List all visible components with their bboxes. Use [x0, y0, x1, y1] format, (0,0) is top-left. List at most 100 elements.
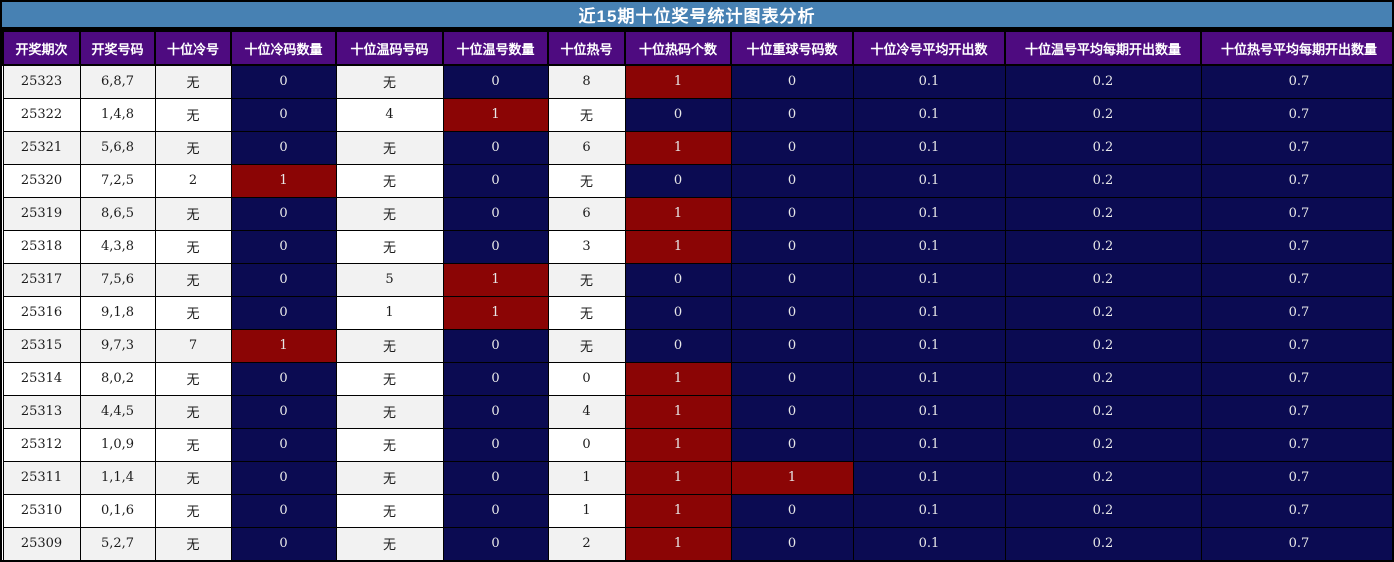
cell-hot-avg: 0.7: [1200, 460, 1392, 495]
cell-warm-count: 0: [442, 460, 549, 495]
cell-warm-number: 1: [335, 295, 444, 330]
cell-period: 25314: [2, 361, 81, 396]
table-row: 25318 4,3,8 无 0 无 0 3 1 0 0.1 0.2 0.7: [2, 229, 1392, 264]
cell-hot-number: 0: [547, 427, 626, 462]
cell-cold-count: 0: [230, 394, 337, 429]
cell-repeat-count: 0: [730, 229, 854, 264]
cell-hot-count: 0: [624, 328, 732, 363]
cell-cold-count: 0: [230, 229, 337, 264]
cell-hot-number: 无: [547, 97, 626, 132]
cell-period: 25321: [2, 130, 81, 165]
cell-hot-avg: 0.7: [1200, 361, 1392, 396]
cell-repeat-count: 0: [730, 97, 854, 132]
cell-warm-avg: 0.2: [1004, 196, 1202, 231]
cell-period: 25313: [2, 394, 81, 429]
cell-warm-number: 无: [335, 460, 444, 495]
column-header-cold-avg: 十位冷号平均开出数: [852, 30, 1006, 66]
cell-hot-avg: 0.7: [1200, 493, 1392, 528]
cell-repeat-count: 0: [730, 394, 854, 429]
table-row: 25316 9,1,8 无 0 1 1 无 0 0 0.1 0.2 0.7: [2, 295, 1392, 330]
cell-warm-count: 0: [442, 361, 549, 396]
cell-hot-number: 无: [547, 295, 626, 330]
cell-hot-number: 6: [547, 130, 626, 165]
cell-hot-avg: 0.7: [1200, 394, 1392, 429]
cell-hot-number: 1: [547, 460, 626, 495]
cell-period: 25318: [2, 229, 81, 264]
cell-cold-avg: 0.1: [852, 361, 1006, 396]
cell-hot-number: 2: [547, 526, 626, 560]
cell-hot-avg: 0.7: [1200, 526, 1392, 560]
cell-numbers: 1,0,9: [79, 427, 156, 462]
column-header-hot-avg: 十位热号平均每期开出数量: [1200, 30, 1392, 66]
cell-hot-count: 1: [624, 196, 732, 231]
table-row: 25314 8,0,2 无 0 无 0 0 1 0 0.1 0.2 0.7: [2, 361, 1392, 396]
cell-cold-count: 0: [230, 493, 337, 528]
cell-warm-avg: 0.2: [1004, 526, 1202, 560]
cell-cold-count: 0: [230, 361, 337, 396]
cell-warm-count: 1: [442, 262, 549, 297]
table-row: 25321 5,6,8 无 0 无 0 6 1 0 0.1 0.2 0.7: [2, 130, 1392, 165]
cell-repeat-count: 0: [730, 163, 854, 198]
table-row: 25312 1,0,9 无 0 无 0 0 1 0 0.1 0.2 0.7: [2, 427, 1392, 462]
cell-cold-number: 无: [154, 460, 232, 495]
cell-warm-avg: 0.2: [1004, 163, 1202, 198]
cell-warm-avg: 0.2: [1004, 427, 1202, 462]
cell-cold-count: 1: [230, 163, 337, 198]
cell-cold-number: 无: [154, 526, 232, 560]
cell-cold-number: 无: [154, 196, 232, 231]
cell-hot-avg: 0.7: [1200, 229, 1392, 264]
cell-cold-number: 无: [154, 394, 232, 429]
cell-hot-count: 1: [624, 460, 732, 495]
cell-hot-count: 0: [624, 163, 732, 198]
cell-repeat-count: 0: [730, 493, 854, 528]
table-row: 25319 8,6,5 无 0 无 0 6 1 0 0.1 0.2 0.7: [2, 196, 1392, 231]
cell-warm-avg: 0.2: [1004, 361, 1202, 396]
column-header-period: 开奖期次: [2, 30, 81, 66]
cell-period: 25323: [2, 64, 81, 99]
cell-hot-count: 1: [624, 361, 732, 396]
cell-numbers: 4,3,8: [79, 229, 156, 264]
cell-repeat-count: 1: [730, 460, 854, 495]
cell-cold-avg: 0.1: [852, 130, 1006, 165]
cell-warm-count: 0: [442, 493, 549, 528]
stats-table: 开奖期次 开奖号码 十位冷号 十位冷码数量 十位温码号码 十位温号数量 十位热号 十位热码个数…: [2, 30, 1392, 560]
cell-cold-avg: 0.1: [852, 64, 1006, 99]
cell-repeat-count: 0: [730, 361, 854, 396]
table-row: 25323 6,8,7 无 0 无 0 8 1 0 0.1 0.2 0.7: [2, 64, 1392, 99]
cell-hot-number: 6: [547, 196, 626, 231]
cell-warm-count: 0: [442, 394, 549, 429]
cell-repeat-count: 0: [730, 295, 854, 330]
cell-numbers: 6,8,7: [79, 64, 156, 99]
cell-hot-count: 1: [624, 64, 732, 99]
cell-warm-number: 无: [335, 427, 444, 462]
cell-warm-avg: 0.2: [1004, 229, 1202, 264]
table-row: 25315 9,7,3 7 1 无 0 无 0 0 0.1 0.2 0.7: [2, 328, 1392, 363]
cell-warm-number: 无: [335, 64, 444, 99]
cell-hot-avg: 0.7: [1200, 196, 1392, 231]
cell-hot-number: 无: [547, 163, 626, 198]
cell-cold-number: 无: [154, 64, 232, 99]
cell-period: 25311: [2, 460, 81, 495]
cell-warm-count: 1: [442, 97, 549, 132]
header-row: 开奖期次 开奖号码 十位冷号 十位冷码数量 十位温码号码 十位温号数量 十位热号 十位热码个数…: [2, 30, 1392, 66]
cell-warm-avg: 0.2: [1004, 130, 1202, 165]
cell-repeat-count: 0: [730, 427, 854, 462]
cell-warm-number: 无: [335, 526, 444, 560]
cell-cold-count: 0: [230, 196, 337, 231]
page-title: 近15期十位奖号统计图表分析: [578, 7, 816, 26]
cell-hot-count: 1: [624, 427, 732, 462]
cell-hot-number: 4: [547, 394, 626, 429]
cell-cold-count: 0: [230, 97, 337, 132]
cell-cold-avg: 0.1: [852, 526, 1006, 560]
cell-cold-avg: 0.1: [852, 328, 1006, 363]
cell-warm-avg: 0.2: [1004, 328, 1202, 363]
cell-hot-count: 0: [624, 97, 732, 132]
cell-warm-number: 无: [335, 163, 444, 198]
cell-hot-count: 0: [624, 295, 732, 330]
cell-warm-count: 0: [442, 196, 549, 231]
cell-numbers: 8,0,2: [79, 361, 156, 396]
cell-warm-avg: 0.2: [1004, 493, 1202, 528]
cell-numbers: 1,1,4: [79, 460, 156, 495]
cell-cold-avg: 0.1: [852, 427, 1006, 462]
cell-cold-count: 1: [230, 328, 337, 363]
